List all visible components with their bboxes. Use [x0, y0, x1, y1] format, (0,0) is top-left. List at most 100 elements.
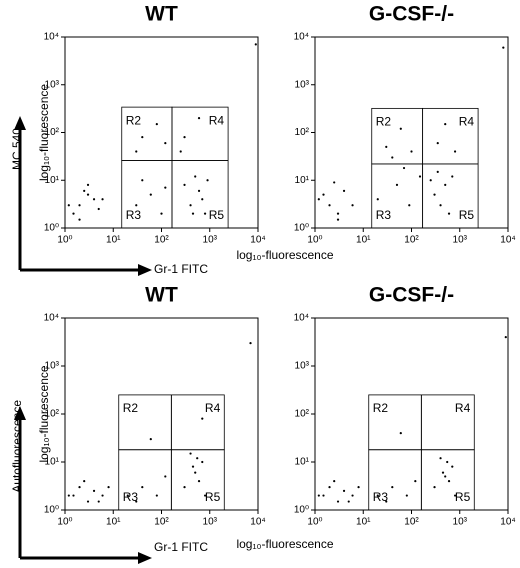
event-dot [391, 156, 394, 159]
gate [422, 163, 479, 229]
y-axis-label: log₁₀-fluorescence [37, 365, 51, 462]
event-dot [201, 460, 204, 464]
axis-parameter: Autofluorescence [10, 400, 24, 493]
event-dot [254, 43, 257, 46]
event-dot [322, 494, 325, 497]
x-tick-label: 10² [404, 235, 419, 246]
event-dot [194, 471, 197, 474]
gate [420, 449, 475, 511]
event-dot [191, 212, 195, 215]
gate [171, 160, 229, 229]
event-dot [333, 181, 336, 184]
event-dot [399, 432, 402, 435]
event-dot [446, 460, 449, 464]
event-dot [405, 494, 408, 497]
event-dot [67, 204, 70, 207]
y-tick-label: 10⁰ [294, 223, 309, 234]
event-dot [189, 204, 192, 207]
x-tick-label: 10⁴ [500, 235, 515, 246]
event-dot [194, 175, 197, 178]
gate-label: R3 [373, 490, 389, 504]
y-tick-label: 10² [295, 127, 310, 138]
arrows [14, 116, 152, 564]
event-dot [92, 489, 96, 492]
event-dot [179, 150, 182, 153]
event-dot [141, 179, 144, 182]
x-tick-label: 10² [404, 517, 419, 528]
x-tick-label: 10³ [453, 517, 468, 528]
event-dot [78, 485, 81, 489]
event-dot [502, 46, 505, 49]
gate-label: R5 [209, 208, 225, 222]
plot-frame [314, 36, 509, 229]
event-dot [439, 457, 442, 460]
event-dot [197, 117, 201, 120]
event-dot [203, 212, 207, 215]
event-dot [322, 193, 325, 196]
y-tick-label: 10³ [45, 79, 60, 90]
arrow-head [14, 406, 26, 420]
event-dot [376, 494, 379, 497]
gate-label: R4 [205, 401, 221, 415]
y-tick-label: 10³ [295, 79, 310, 90]
event-dot [86, 500, 90, 503]
event-dot [135, 500, 138, 503]
event-dot [197, 189, 201, 192]
event-dot [317, 198, 320, 201]
event-dot [453, 150, 457, 153]
event-dot [67, 494, 70, 497]
gate-label: R2 [373, 401, 389, 415]
event-dot [141, 136, 144, 139]
y-tick-label: 10¹ [295, 457, 310, 468]
event-dot [83, 480, 86, 483]
y-tick-label: 10² [45, 409, 60, 420]
chart-title: WT [145, 284, 178, 307]
x-tick-label: 10³ [453, 235, 468, 246]
event-dot [351, 204, 354, 207]
x-tick-label: 10⁴ [250, 517, 265, 528]
gate-label: R4 [455, 401, 471, 415]
event-dot [183, 183, 186, 186]
event-dot [441, 471, 445, 474]
y-tick-label: 10² [45, 127, 60, 138]
event-dot [333, 480, 336, 483]
event-dot [399, 127, 402, 130]
event-dot [92, 198, 96, 201]
event-dot [444, 122, 447, 126]
event-dot [183, 136, 186, 139]
event-dot [97, 207, 100, 211]
gate-label: R5 [205, 490, 221, 504]
event-dot [149, 193, 152, 196]
x-tick-label: 10¹ [356, 235, 371, 246]
event-dot [385, 500, 388, 503]
axis-parameter: Gr-1 FITC [154, 540, 208, 554]
arrow-head [138, 552, 152, 564]
event-dot [451, 465, 454, 468]
event-dot [206, 179, 209, 182]
gate-label: R3 [126, 208, 142, 222]
event-dot [410, 150, 413, 153]
event-dot [97, 500, 100, 503]
event-dot [78, 218, 81, 221]
event-dot [72, 212, 75, 215]
gate-label: R3 [123, 490, 139, 504]
event-dot [196, 457, 199, 460]
y-tick-label: 10⁰ [294, 505, 309, 516]
x-tick-label: 10⁰ [307, 235, 322, 246]
event-dot [155, 494, 158, 497]
y-tick-label: 10⁴ [294, 313, 309, 324]
event-dot [395, 183, 399, 186]
y-tick-label: 10⁰ [44, 505, 59, 516]
event-dot [433, 485, 436, 489]
x-tick-label: 10⁰ [57, 517, 72, 528]
event-dot [107, 485, 110, 489]
event-dot [391, 485, 394, 489]
x-tick-label: 10³ [203, 517, 218, 528]
event-dot [164, 475, 167, 478]
gate-label: R4 [459, 115, 475, 129]
plot-frame [314, 317, 509, 511]
event-dot [249, 341, 252, 345]
x-tick-label: 10⁰ [57, 235, 72, 246]
event-dot [155, 122, 158, 126]
event-dot [336, 212, 340, 215]
